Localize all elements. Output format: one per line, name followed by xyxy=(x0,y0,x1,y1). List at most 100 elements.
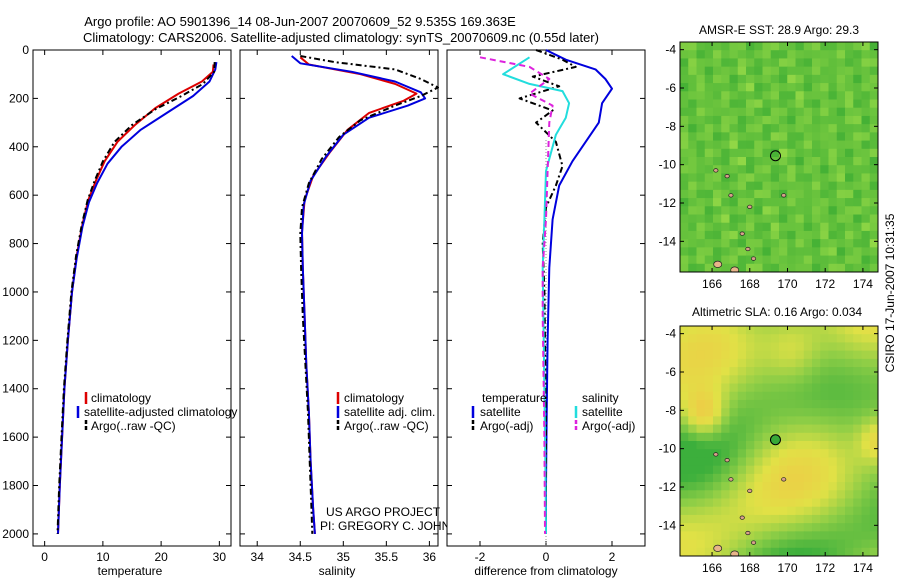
map-cell xyxy=(746,173,755,183)
map-cell xyxy=(861,50,871,60)
map-cell xyxy=(737,399,747,409)
legend-label-argo: Argo(..raw -QC) xyxy=(344,419,429,433)
map-cell xyxy=(762,424,772,434)
map-cell xyxy=(795,514,805,524)
map-cell xyxy=(704,42,714,51)
map-cell xyxy=(713,239,722,248)
map-cell xyxy=(721,482,731,491)
legend-label-climatology: climatology xyxy=(91,391,151,405)
map-cell xyxy=(754,375,764,385)
map-cell xyxy=(795,424,805,434)
sst-map-frame xyxy=(679,41,879,273)
map-cell xyxy=(704,523,714,532)
map-cell xyxy=(754,214,764,224)
difference-legend: temperature salinity satellite Argo(-adj… xyxy=(471,391,635,433)
map-cell xyxy=(729,457,739,467)
map-cell xyxy=(836,115,846,125)
map-cell xyxy=(836,391,846,401)
map-cell xyxy=(688,498,698,508)
map-cell xyxy=(812,255,821,265)
map-cell xyxy=(704,222,714,232)
map-cell xyxy=(869,58,878,68)
map-cell xyxy=(762,342,772,352)
map-cell xyxy=(729,424,739,434)
map-cell xyxy=(853,173,863,183)
map-cell xyxy=(688,482,698,491)
map-cell xyxy=(803,539,813,549)
y-tick-label: -12 xyxy=(659,196,677,210)
map-cell xyxy=(746,432,755,442)
map-cell xyxy=(820,424,830,434)
map-cell xyxy=(721,42,731,51)
y-tick-label: 2000 xyxy=(2,527,29,541)
island-mark xyxy=(745,530,751,536)
map-cell xyxy=(861,490,871,500)
map-cell xyxy=(721,383,731,393)
map-cell xyxy=(696,173,706,183)
map-cell xyxy=(853,457,863,467)
map-cell xyxy=(754,148,764,158)
map-cell xyxy=(853,465,863,475)
map-cell xyxy=(729,189,739,199)
map-cell xyxy=(770,263,780,272)
map-cell xyxy=(770,342,780,352)
map-cell xyxy=(787,230,797,240)
map-cell xyxy=(746,506,755,516)
map-cell xyxy=(680,181,689,191)
map-cell xyxy=(762,74,772,84)
map-cell xyxy=(787,457,797,467)
map-cell xyxy=(737,523,747,532)
map-cell xyxy=(704,66,714,76)
map-cell xyxy=(737,140,747,150)
map-cell xyxy=(779,263,788,272)
map-cell xyxy=(762,230,772,240)
map-cell xyxy=(845,531,854,541)
map-cell xyxy=(812,222,821,232)
map-cell xyxy=(828,408,838,417)
map-cell xyxy=(836,206,846,216)
map-cell xyxy=(845,326,854,335)
map-cell xyxy=(704,214,714,224)
map-cell xyxy=(836,181,846,191)
map-cell xyxy=(770,350,780,360)
map-cell xyxy=(779,482,788,491)
map-cell xyxy=(861,391,871,401)
map-cell xyxy=(861,465,871,475)
map-cell xyxy=(754,482,764,491)
map-cell xyxy=(828,506,838,516)
map-cell xyxy=(729,399,739,409)
map-cell xyxy=(704,107,714,117)
map-cell xyxy=(746,514,755,524)
map-cell xyxy=(787,107,797,117)
map-cell xyxy=(787,432,797,442)
map-cell xyxy=(820,342,830,352)
map-cell xyxy=(836,416,846,426)
map-cell xyxy=(845,482,854,491)
map-cell xyxy=(861,473,871,483)
map-cell xyxy=(746,230,755,240)
map-cell xyxy=(746,367,755,376)
map-cell xyxy=(795,66,805,76)
map-cell xyxy=(787,181,797,191)
map-cell xyxy=(787,441,797,450)
map-cell xyxy=(828,74,838,84)
map-cell xyxy=(812,239,821,248)
map-cell xyxy=(861,74,871,84)
map-cell xyxy=(853,181,863,191)
map-cell xyxy=(729,214,739,224)
map-cell xyxy=(704,239,714,248)
map-cell xyxy=(721,148,731,158)
map-cell xyxy=(713,83,722,92)
map-cell xyxy=(795,391,805,401)
map-cell xyxy=(853,222,863,232)
map-cell xyxy=(820,441,830,450)
map-cell xyxy=(845,514,854,524)
map-cell xyxy=(787,334,797,344)
map-cell xyxy=(861,124,871,133)
map-cell xyxy=(721,132,731,142)
map-cell xyxy=(704,490,714,500)
map-cell xyxy=(787,115,797,125)
map-cell xyxy=(729,432,739,442)
map-cell xyxy=(820,255,830,265)
map-cell xyxy=(704,74,714,84)
